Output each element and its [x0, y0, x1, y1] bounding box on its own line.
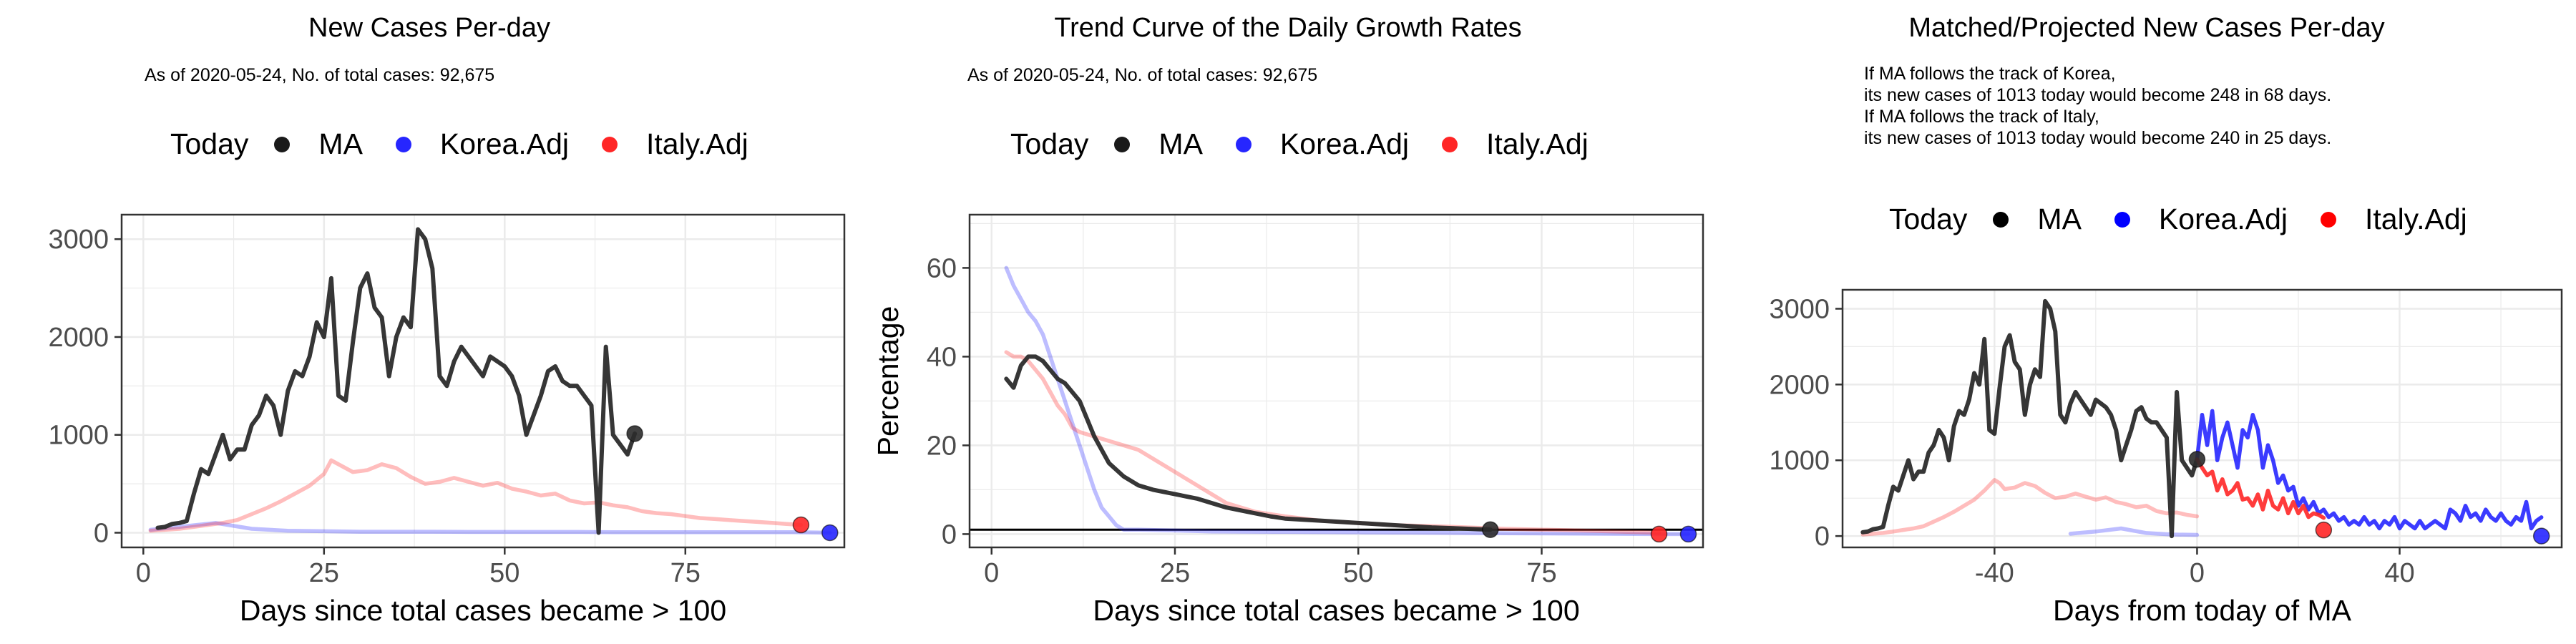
y-tick-label: 40	[927, 342, 957, 372]
legend-label: MA	[2037, 203, 2082, 235]
legend-label: Korea.Adj	[439, 127, 569, 160]
today-point-italy-adj	[1650, 525, 1668, 543]
y-tick-label: 2000	[48, 323, 109, 353]
subtitle-line: its new cases of 1013 today would become…	[1864, 128, 2332, 148]
chart-subtitle: As of 2020-05-24, No. of total cases: 92…	[967, 65, 1318, 85]
legend: Today MA Korea.Adj Italy.Adj	[170, 127, 781, 161]
series-line-ma	[155, 227, 638, 535]
subtitle-line: its new cases of 1013 today would become…	[1864, 85, 2332, 105]
series-line-italy-adj-matched	[1860, 478, 2200, 537]
y-tick-label: 0	[942, 519, 957, 550]
legend-label: MA	[1158, 127, 1203, 160]
x-tick-label: 25	[309, 558, 339, 588]
panel-projected-cases: Matched/Projected New Cases Per-day If M…	[1717, 0, 2576, 644]
y-tick-label: 3000	[48, 225, 109, 255]
legend-dot-icon	[1441, 136, 1458, 152]
chart-title: Trend Curve of the Daily Growth Rates	[1054, 13, 1522, 43]
legend-item-ma: MA	[1114, 127, 1203, 161]
panel-new-cases: New Cases Per-day As of 2020-05-24, No. …	[0, 0, 859, 644]
y-tick-label: 1000	[48, 421, 109, 451]
legend-label: Italy.Adj	[2364, 203, 2467, 235]
legend-label: Korea.Adj	[2158, 203, 2288, 235]
legend-title: Today	[170, 127, 249, 160]
plot-area: 0 25 50 75 0 20 40 60 Days since total cases bec…	[872, 213, 1704, 627]
subtitle-line: If MA follows the track of Korea,	[1864, 64, 2116, 84]
legend-item-ma: MA	[274, 127, 363, 161]
series-line-italy-adj	[148, 458, 804, 533]
y-tick-label: 3000	[1769, 294, 1830, 324]
series-line-italy-adj	[1004, 350, 1662, 535]
panel-border	[968, 213, 1704, 549]
x-axis-title: Days since total cases became > 100	[1093, 594, 1579, 627]
x-tick-label: 75	[670, 558, 701, 588]
legend: Today MA Korea.Adj Italy.Adj	[1010, 127, 1621, 161]
x-axis-title: Days since total cases became > 100	[240, 594, 726, 627]
today-point-korea-adj	[2532, 527, 2550, 545]
y-tick-label: 2000	[1769, 370, 1830, 400]
plot-area: 0 25 50 75 0 1000 2000 3000 Days since total cas…	[48, 213, 846, 627]
legend: Today MA Korea.Adj Italy.Adj	[1889, 203, 2500, 236]
chart-subtitle: If MA follows the track of Korea, its ne…	[1864, 63, 2331, 149]
y-tick-label: 0	[1815, 522, 1830, 552]
legend-item-korea: Korea.Adj	[1235, 127, 1409, 161]
series-line-korea-adj	[148, 521, 832, 535]
x-tick-label: -40	[1975, 558, 2014, 588]
legend-dot-icon	[601, 136, 618, 152]
x-tick-label: 75	[1526, 558, 1556, 588]
legend-item-korea: Korea.Adj	[395, 127, 569, 161]
legend-title: Today	[1889, 203, 1968, 235]
today-point-korea-adj	[821, 524, 839, 542]
panel-border	[120, 213, 846, 549]
x-tick-label: 0	[2190, 558, 2205, 588]
y-tick-label: 20	[927, 431, 957, 461]
legend-label: Italy.Adj	[1485, 127, 1589, 160]
legend-item-italy: Italy.Adj	[2320, 203, 2467, 236]
series-line-italy-adj	[2195, 457, 2326, 520]
legend-label: MA	[318, 127, 363, 160]
series-line-ma	[1004, 354, 1493, 532]
legend-dot-icon	[274, 136, 291, 152]
series-line-korea-adj	[1004, 265, 1691, 537]
x-tick-label: 25	[1160, 558, 1190, 588]
y-tick-label: 60	[927, 253, 957, 283]
panel-growth-rates: Trend Curve of the Daily Growth Rates As…	[859, 0, 1717, 644]
series-line-korea-adj	[2195, 409, 2544, 531]
y-tick-label: 0	[94, 518, 109, 548]
series-line-ma	[1860, 298, 2200, 539]
legend-dot-icon	[1114, 136, 1131, 152]
today-point-korea-adj	[1679, 525, 1697, 543]
x-tick-label: 0	[984, 558, 999, 588]
legend-item-italy: Italy.Adj	[601, 127, 748, 161]
x-axis-title: Days from today of MA	[2053, 594, 2352, 627]
legend-title: Today	[1010, 127, 1089, 160]
x-tick-label: 50	[489, 558, 519, 588]
legend-dot-icon	[2114, 211, 2130, 228]
x-tick-label: 50	[1343, 558, 1373, 588]
x-tick-label: 0	[136, 558, 151, 588]
y-tick-label: 1000	[1769, 446, 1830, 476]
today-point-italy-adj	[2315, 521, 2333, 539]
subtitle-line: If MA follows the track of Italy,	[1864, 107, 2099, 127]
today-point-ma	[2188, 451, 2206, 468]
x-tick-label: 40	[2384, 558, 2414, 588]
panel-border	[1841, 288, 2563, 549]
legend-dot-icon	[1235, 136, 1252, 152]
plot-area: -40 0 40 0 1000 2000 3000 Days from today of MA	[1769, 288, 2563, 627]
legend-dot-icon	[1993, 211, 2009, 228]
today-point-ma	[1482, 521, 1499, 538]
legend-item-italy: Italy.Adj	[1441, 127, 1589, 161]
y-axis-title: Percentage	[872, 306, 904, 457]
legend-item-ma: MA	[1993, 203, 2082, 236]
chart-title: Matched/Projected New Cases Per-day	[1908, 13, 2385, 43]
today-point-ma	[626, 425, 643, 442]
legend-dot-icon	[395, 136, 411, 152]
legend-dot-icon	[2320, 211, 2336, 228]
legend-item-korea: Korea.Adj	[2114, 203, 2288, 236]
legend-label: Korea.Adj	[1279, 127, 1409, 160]
series-line-korea-adj-matched	[2068, 526, 2200, 537]
today-point-italy-adj	[792, 516, 810, 534]
chart-title: New Cases Per-day	[308, 13, 550, 43]
legend-label: Italy.Adj	[645, 127, 748, 160]
chart-subtitle: As of 2020-05-24, No. of total cases: 92…	[145, 65, 495, 85]
